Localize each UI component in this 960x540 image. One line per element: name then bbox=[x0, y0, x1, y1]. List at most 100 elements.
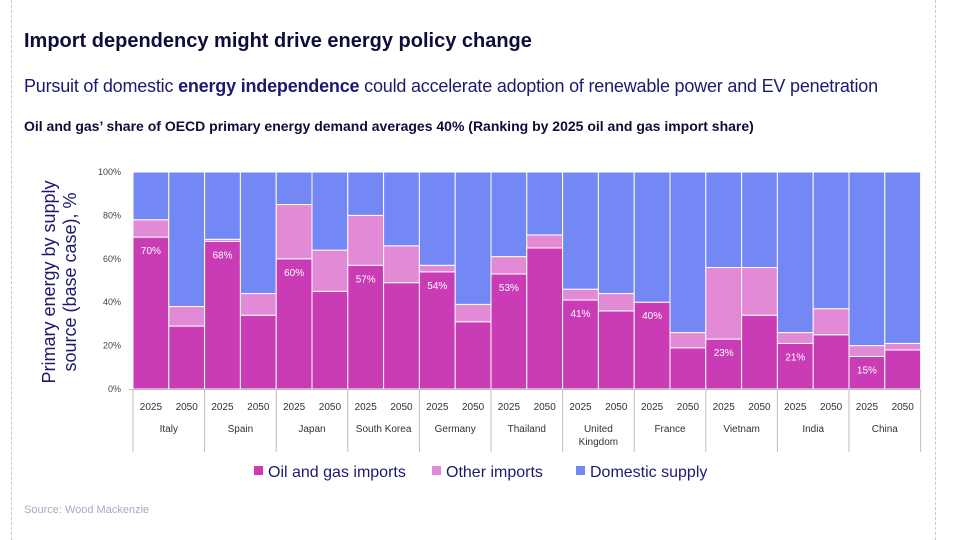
bar-segment bbox=[776, 171, 814, 334]
x-year-label: 2025 bbox=[426, 402, 449, 413]
bar-segment bbox=[490, 256, 528, 275]
chart-heading: Oil and gas’ share of OECD primary energ… bbox=[24, 118, 754, 134]
x-year-label: 2050 bbox=[247, 402, 270, 413]
legend-label: Other imports bbox=[446, 464, 543, 481]
bar-segment bbox=[526, 247, 564, 390]
bar-segment bbox=[418, 171, 456, 266]
bar-segment bbox=[884, 349, 922, 390]
x-year-label: 2050 bbox=[176, 402, 199, 413]
bar-segment bbox=[311, 171, 349, 251]
bar-segment bbox=[884, 342, 922, 351]
bar-segment bbox=[383, 282, 420, 390]
bar-segment bbox=[132, 236, 170, 390]
x-group-label: Japan bbox=[298, 424, 325, 435]
bar-segment bbox=[239, 314, 277, 390]
x-group-label: Vietnam bbox=[723, 424, 760, 435]
y-tick-label: 20% bbox=[103, 341, 121, 351]
y-tick-label: 40% bbox=[103, 297, 121, 307]
x-year-label: 2025 bbox=[569, 402, 592, 413]
bar-segment bbox=[526, 171, 564, 236]
x-group-label: France bbox=[654, 424, 686, 435]
x-year-label: 2050 bbox=[892, 402, 915, 413]
data-label: 57% bbox=[356, 274, 376, 285]
bar-segment bbox=[812, 308, 850, 336]
data-label: 70% bbox=[141, 246, 161, 257]
legend-label: Oil and gas imports bbox=[268, 464, 406, 481]
y-axis-title: Primary energy by supplysource (base cas… bbox=[39, 180, 80, 383]
subtitle-text-start: Pursuit of domestic bbox=[24, 76, 179, 96]
x-group-label: United Kingdom bbox=[579, 424, 618, 448]
x-group-label: China bbox=[872, 424, 899, 435]
bar-segment bbox=[597, 293, 635, 312]
bar-segment bbox=[418, 264, 456, 273]
bar-segment bbox=[526, 234, 564, 249]
bar-segment bbox=[562, 171, 599, 290]
data-label: 40% bbox=[642, 311, 662, 322]
bar-segment bbox=[239, 293, 277, 316]
bar-segment bbox=[562, 288, 599, 301]
x-year-label: 2025 bbox=[498, 402, 521, 413]
page-guide-left bbox=[11, 0, 12, 540]
bar-segment bbox=[168, 325, 206, 390]
bar-segment bbox=[741, 314, 778, 390]
bar-segment bbox=[633, 171, 671, 303]
bar-segment bbox=[383, 245, 420, 284]
bar-segment bbox=[597, 171, 635, 295]
y-tick-label: 100% bbox=[98, 167, 121, 177]
x-year-label: 2025 bbox=[355, 402, 378, 413]
x-group-label: India bbox=[802, 424, 824, 435]
x-year-label: 2025 bbox=[140, 402, 163, 413]
x-year-label: 2025 bbox=[283, 402, 306, 413]
data-label: 68% bbox=[212, 250, 232, 261]
bar-segment bbox=[490, 273, 528, 390]
bar-segment bbox=[812, 171, 850, 310]
bar-segment bbox=[562, 299, 599, 390]
bar-segment bbox=[132, 219, 170, 238]
x-year-label: 2025 bbox=[856, 402, 879, 413]
bar-segment bbox=[454, 171, 492, 305]
data-label: 23% bbox=[714, 348, 734, 359]
page-subtitle: Pursuit of domestic energy independence … bbox=[24, 76, 878, 97]
legend-label: Domestic supply bbox=[590, 464, 707, 481]
bar-segment bbox=[168, 171, 206, 308]
bar-segment bbox=[741, 171, 778, 268]
page-guide-right bbox=[935, 0, 936, 540]
x-year-label: 2050 bbox=[462, 402, 485, 413]
y-tick-label: 80% bbox=[103, 210, 121, 220]
bar-segment bbox=[204, 171, 241, 240]
x-year-label: 2025 bbox=[713, 402, 736, 413]
x-group-label: Thailand bbox=[508, 424, 546, 435]
legend-swatch bbox=[576, 466, 585, 475]
bar-segment bbox=[454, 303, 492, 323]
x-year-label: 2050 bbox=[605, 402, 628, 413]
page-title: Import dependency might drive energy pol… bbox=[24, 30, 532, 52]
x-group-label: Spain bbox=[228, 424, 254, 435]
bar-segment bbox=[275, 171, 313, 206]
x-year-label: 2025 bbox=[784, 402, 807, 413]
bar-segment bbox=[848, 171, 886, 347]
subtitle-text-end: could accelerate adoption of renewable p… bbox=[359, 76, 878, 96]
bar-segment bbox=[597, 310, 635, 390]
x-year-label: 2050 bbox=[748, 402, 771, 413]
y-tick-label: 60% bbox=[103, 254, 121, 264]
bar-segment bbox=[490, 171, 528, 258]
bar-segment bbox=[812, 334, 850, 390]
bar-segment bbox=[311, 290, 349, 390]
x-group-label: Italy bbox=[160, 424, 178, 435]
x-year-label: 2050 bbox=[390, 402, 413, 413]
bar-segment bbox=[705, 171, 743, 268]
bar-segment bbox=[204, 240, 241, 390]
bar-segment bbox=[884, 171, 922, 344]
x-year-label: 2050 bbox=[319, 402, 342, 413]
y-tick-label: 0% bbox=[108, 384, 121, 394]
source-note: Source: Wood Mackenzie bbox=[24, 504, 150, 516]
bar-segment bbox=[669, 332, 707, 349]
x-year-label: 2050 bbox=[677, 402, 700, 413]
legend-swatch bbox=[432, 466, 441, 475]
bar-segment bbox=[347, 264, 385, 390]
bar-segment bbox=[669, 171, 707, 334]
x-group-label: South Korea bbox=[356, 424, 412, 435]
bar-segment bbox=[776, 342, 814, 390]
bar-segment bbox=[239, 171, 277, 295]
